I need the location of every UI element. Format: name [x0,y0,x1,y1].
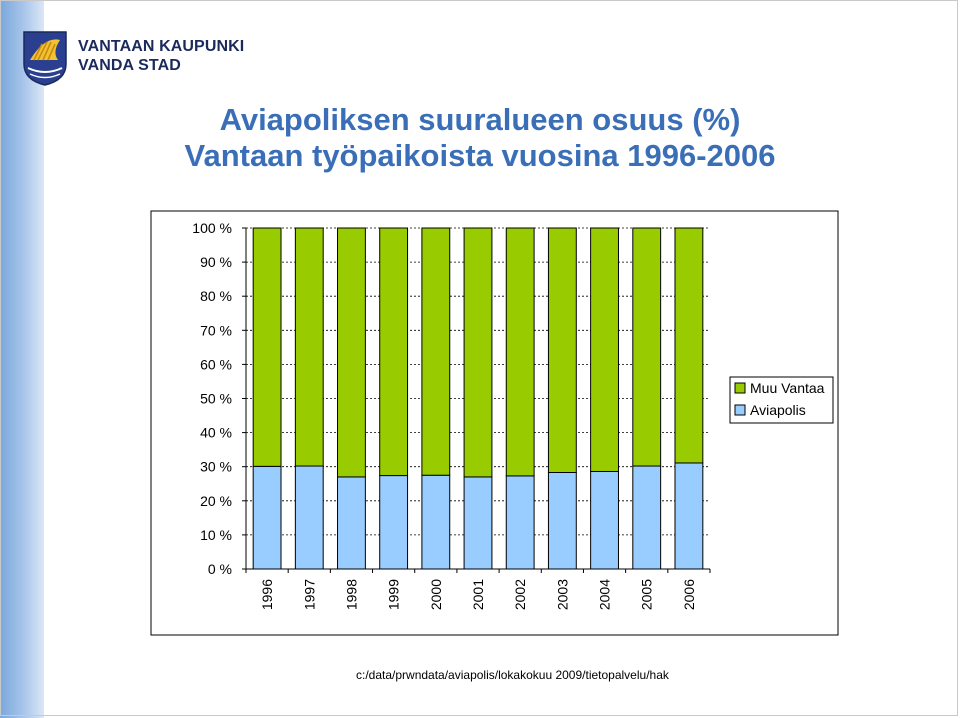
legend-label: Aviapolis [750,402,806,418]
bar-muu-vantaa-2006 [674,227,704,464]
organization-name: VANTAAN KAUPUNKI VANDA STAD [78,37,244,75]
bar-muu-vantaa-2005 [632,227,662,467]
bar-muu-vantaa-1999 [379,227,409,477]
y-tick-label: 60 % [200,356,232,372]
bar-aviapolis-2002 [505,475,535,570]
bar-aviapolis-2004 [590,470,619,570]
bar-aviapolis-2003 [547,471,577,570]
x-tick-label: 1998 [343,579,359,610]
sidebar-stripe [0,0,44,718]
bar-aviapolis-1998 [337,476,366,570]
y-tick-label: 100 % [192,220,232,236]
y-tick-label: 70 % [200,322,232,338]
org-name-line2: VANDA STAD [78,57,181,74]
x-tick-label: 2005 [639,579,655,610]
x-tick-label: 2003 [554,579,570,610]
y-tick-label: 0 % [208,561,232,577]
bar-muu-vantaa-1998 [337,227,366,478]
bar-muu-vantaa-1997 [294,227,324,467]
x-tick-label: 1996 [259,579,275,610]
footer-file-path: c:/data/prwndata/aviapolis/lokakokuu 200… [356,668,669,682]
x-tick-label: 1997 [301,579,317,610]
bar-aviapolis-2000 [421,474,451,570]
title-line1: Aviapoliksen suuralueen osuus (%) [219,102,741,137]
y-tick-label: 10 % [200,527,232,543]
legend-swatch [734,382,746,394]
bar-muu-vantaa-2001 [463,227,493,478]
bar-aviapolis-2001 [463,476,493,570]
bar-muu-vantaa-1996 [252,227,282,467]
org-name-line1: VANTAAN KAUPUNKI [78,38,245,55]
x-tick-label: 2000 [428,579,444,610]
y-tick-label: 90 % [200,254,232,270]
bar-muu-vantaa-2004 [590,227,619,472]
legend-label: Muu Vantaa [750,380,825,396]
x-tick-label: 2006 [681,579,697,610]
x-tick-label: 2001 [470,579,486,610]
y-tick-label: 20 % [200,493,232,509]
legend-box [729,376,834,424]
legend-swatch [734,404,746,416]
y-tick-label: 80 % [200,288,232,304]
bar-muu-vantaa-2002 [505,227,535,477]
bar-aviapolis-2006 [674,462,704,570]
y-tick-label: 40 % [200,425,232,441]
page-title: Aviapoliksen suuralueen osuus (%) Vantaa… [100,102,860,174]
y-tick-label: 50 % [200,391,232,407]
bar-aviapolis-1996 [252,465,282,570]
x-tick-label: 2002 [512,579,528,610]
x-tick-label: 2004 [597,579,613,610]
y-tick-label: 30 % [200,459,232,475]
bar-aviapolis-1999 [379,475,409,570]
bar-muu-vantaa-2003 [547,227,577,473]
bar-aviapolis-2005 [632,465,662,570]
title-line2: Vantaan työpaikoista vuosina 1996-2006 [184,138,776,173]
vantaa-crest-logo [23,31,67,86]
bar-muu-vantaa-2000 [421,227,451,476]
bar-aviapolis-1997 [294,465,324,570]
x-tick-label: 1999 [386,579,402,610]
